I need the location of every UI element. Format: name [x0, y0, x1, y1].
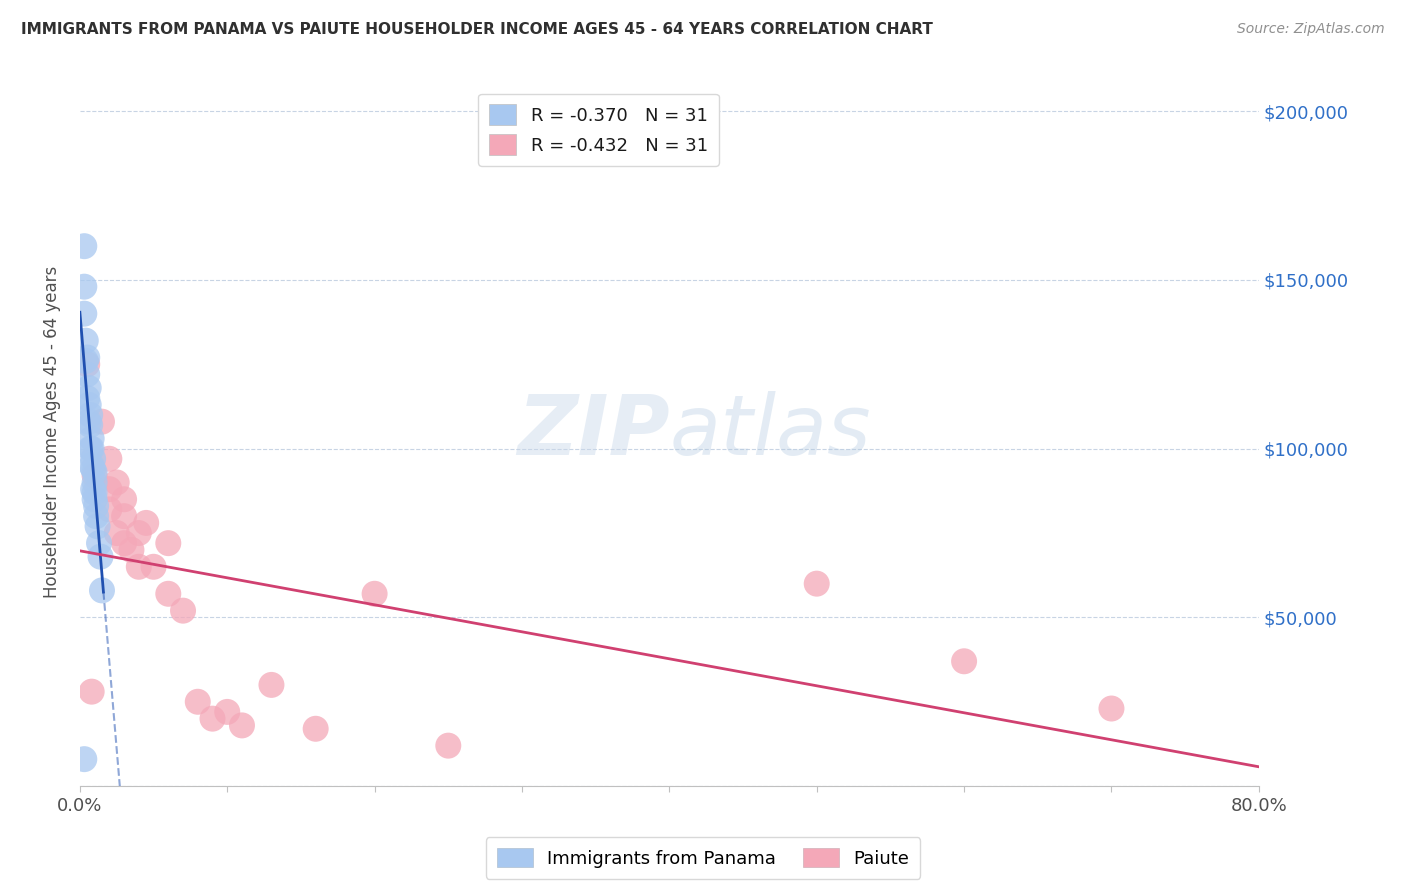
Point — [82, 451, 104, 466]
Point — [128, 526, 150, 541]
Point — [363, 587, 385, 601]
Point — [305, 722, 328, 736]
Text: IMMIGRANTS FROM PANAMA VS PAIUTE HOUSEHOLDER INCOME AGES 45 - 64 YEARS CORRELATI: IMMIGRANTS FROM PANAMA VS PAIUTE HOUSEHO… — [21, 22, 934, 37]
Text: ZIP: ZIP — [517, 392, 669, 472]
Point — [76, 391, 98, 405]
Point — [142, 559, 165, 574]
Point — [80, 684, 103, 698]
Point — [105, 475, 128, 490]
Point — [98, 502, 121, 516]
Point — [135, 516, 157, 530]
Point — [157, 536, 180, 550]
Point — [84, 509, 107, 524]
Legend: Immigrants from Panama, Paiute: Immigrants from Panama, Paiute — [485, 838, 921, 879]
Point — [86, 519, 108, 533]
Point — [82, 462, 104, 476]
Point — [953, 654, 976, 668]
Point — [437, 739, 460, 753]
Point — [231, 718, 253, 732]
Point — [80, 442, 103, 456]
Point — [806, 576, 828, 591]
Point — [128, 559, 150, 574]
Point — [84, 499, 107, 513]
Point — [83, 475, 105, 490]
Point — [112, 509, 135, 524]
Point — [73, 307, 96, 321]
Point — [82, 482, 104, 496]
Point — [79, 408, 101, 422]
Point — [80, 458, 103, 473]
Point — [77, 381, 100, 395]
Point — [98, 451, 121, 466]
Point — [79, 418, 101, 433]
Y-axis label: Householder Income Ages 45 - 64 years: Householder Income Ages 45 - 64 years — [44, 266, 60, 598]
Point — [73, 279, 96, 293]
Text: atlas: atlas — [669, 392, 870, 472]
Point — [73, 239, 96, 253]
Point — [77, 415, 100, 429]
Point — [201, 712, 224, 726]
Point — [112, 492, 135, 507]
Point — [76, 368, 98, 382]
Point — [98, 482, 121, 496]
Point — [105, 526, 128, 541]
Point — [83, 492, 105, 507]
Point — [217, 705, 239, 719]
Point — [76, 351, 98, 365]
Point — [83, 468, 105, 483]
Point — [75, 334, 97, 348]
Point — [75, 354, 97, 368]
Point — [73, 752, 96, 766]
Point — [79, 442, 101, 456]
Point — [80, 432, 103, 446]
Point — [83, 465, 105, 479]
Point — [112, 536, 135, 550]
Legend: R = -0.370   N = 31, R = -0.432   N = 31: R = -0.370 N = 31, R = -0.432 N = 31 — [478, 94, 718, 166]
Point — [91, 415, 114, 429]
Point — [77, 398, 100, 412]
Text: Source: ZipAtlas.com: Source: ZipAtlas.com — [1237, 22, 1385, 37]
Point — [260, 678, 283, 692]
Point — [89, 549, 111, 564]
Point — [157, 587, 180, 601]
Point — [187, 695, 209, 709]
Point — [120, 542, 142, 557]
Point — [76, 357, 98, 371]
Point — [1101, 701, 1123, 715]
Point — [87, 536, 110, 550]
Point — [91, 583, 114, 598]
Point — [83, 485, 105, 500]
Point — [172, 604, 194, 618]
